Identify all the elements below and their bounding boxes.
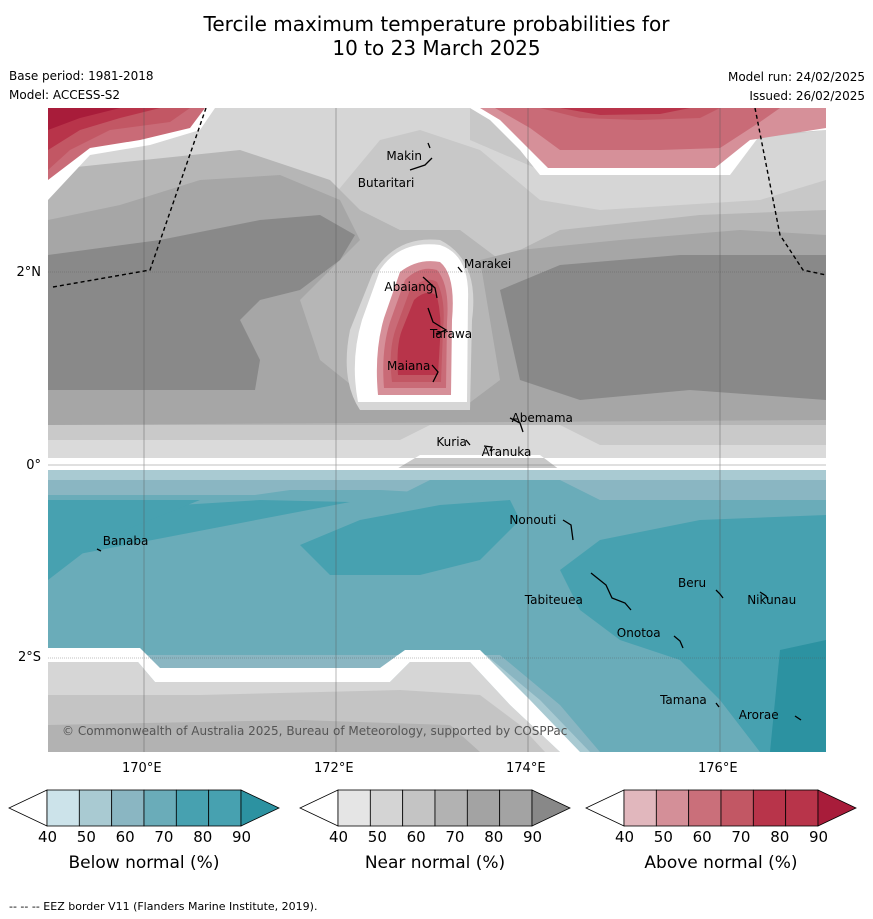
copyright-notice: © Commonwealth of Australia 2025, Bureau… bbox=[62, 724, 568, 738]
place-label-arorae: Arorae bbox=[738, 707, 779, 722]
colorbar-tick-label: 40 bbox=[38, 828, 58, 846]
map-area bbox=[48, 108, 826, 752]
place-label-beru: Beru bbox=[678, 576, 707, 591]
colorbar-tick-label: 60 bbox=[115, 828, 135, 846]
lat-tick-label: 2°N bbox=[16, 265, 42, 280]
colorbar-title: Above normal (%) bbox=[644, 853, 798, 873]
colorbar-tick-label: 50 bbox=[76, 828, 96, 846]
lon-tick-label: 176°E bbox=[698, 761, 738, 776]
place-label-abemama: Abemama bbox=[511, 411, 573, 426]
lon-tick-label: 172°E bbox=[314, 761, 354, 776]
colorbar-tick-label: 70 bbox=[445, 828, 465, 846]
colorbar-title: Below normal (%) bbox=[68, 853, 220, 873]
title-line-2: 10 to 23 March 2025 bbox=[332, 36, 541, 60]
place-label-butaritari: Butaritari bbox=[357, 175, 415, 190]
place-label-marakei: Marakei bbox=[464, 257, 512, 271]
colorbar-tick-label: 50 bbox=[367, 828, 387, 846]
place-label-kuria: Kuria bbox=[436, 434, 467, 449]
colorbar-tick-label: 40 bbox=[615, 828, 635, 846]
issued-date: Issued: 26/02/2025 bbox=[749, 89, 865, 103]
place-label-tarawa: Tarawa bbox=[430, 326, 473, 341]
lat-tick-label: 0° bbox=[26, 458, 41, 473]
place-label-banaba: Banaba bbox=[102, 534, 149, 549]
place-label-nonouti: Nonouti bbox=[509, 512, 557, 527]
eez-border bbox=[52, 108, 826, 288]
place-label-onotoa: Onotoa bbox=[616, 625, 661, 640]
colorbar-tick-label: 90 bbox=[809, 828, 829, 846]
place-label-tabiteuea: Tabiteuea bbox=[524, 593, 583, 608]
place-label-aranuka: Aranuka bbox=[481, 444, 532, 459]
islands bbox=[96, 142, 802, 721]
colorbar-title: Near normal (%) bbox=[364, 853, 506, 873]
lon-tick-label: 170°E bbox=[122, 761, 162, 776]
colorbar-tick-label: 80 bbox=[484, 828, 504, 846]
lon-tick-label: 174°E bbox=[506, 761, 546, 776]
colorbar-tick-label: 60 bbox=[406, 828, 426, 846]
place-label-maiana: Maiana bbox=[387, 359, 431, 374]
place-label-nikunau: Nikunau bbox=[747, 593, 797, 608]
colorbar-tick-label: 40 bbox=[329, 828, 349, 846]
colorbar-tick-label: 90 bbox=[232, 828, 252, 846]
colorbar-tick-label: 50 bbox=[653, 828, 673, 846]
map-title: Tercile maximum temperature probabilitie… bbox=[0, 12, 873, 60]
colorbar-tick-label: 70 bbox=[154, 828, 174, 846]
colorbar-tick-label: 70 bbox=[731, 828, 751, 846]
colorbar-tick-label: 90 bbox=[523, 828, 543, 846]
base-period: Base period: 1981-2018 bbox=[9, 69, 154, 83]
place-label-tamana: Tamana bbox=[660, 693, 707, 708]
model-run: Model run: 24/02/2025 bbox=[727, 70, 865, 84]
eez-footer: -- -- -- EEZ border V11 (Flanders Marine… bbox=[9, 900, 318, 913]
title-line-1: Tercile maximum temperature probabilitie… bbox=[203, 12, 670, 36]
colorbar-tick-label: 80 bbox=[193, 828, 213, 846]
model-name: Model: ACCESS-S2 bbox=[9, 88, 121, 102]
lat-tick-label: 2°S bbox=[17, 650, 41, 665]
colorbar-tick-label: 80 bbox=[770, 828, 790, 846]
place-label-abaiang: Abaiang bbox=[384, 280, 434, 295]
place-label-makin: Makin bbox=[386, 149, 422, 164]
colorbar-tick-label: 60 bbox=[692, 828, 712, 846]
